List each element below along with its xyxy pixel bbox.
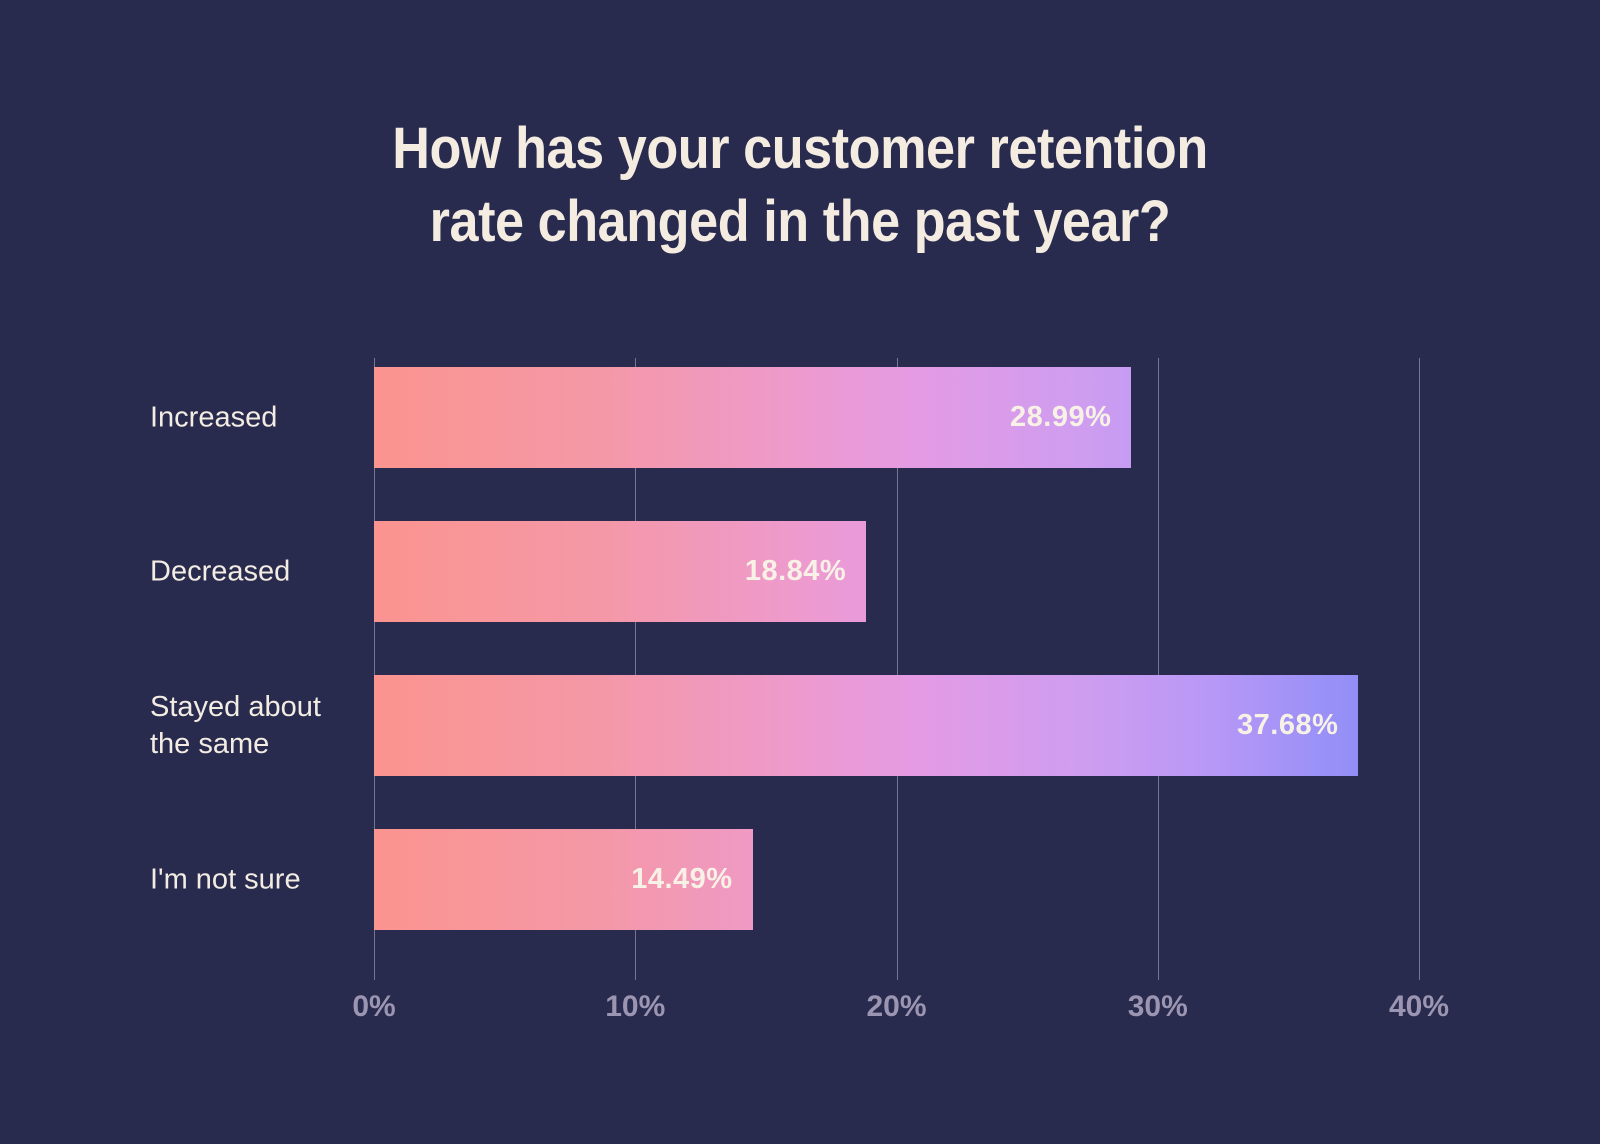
category-label-2: Stayed about the same bbox=[150, 690, 321, 760]
bar-chart-plot-area: 28.99% 18.84% 37.68% 14.49% 0% 10% 20% 30% 40% bbox=[352, 358, 1449, 1023]
x-tick-label-0pct: 0% bbox=[352, 990, 396, 1023]
chart-title-line-2: rate changed in the past year? bbox=[429, 189, 1171, 254]
bar-3: 14.49% bbox=[374, 829, 753, 930]
bar-fill-gradient bbox=[374, 367, 1132, 468]
chart-title-line-1: How has your customer retention bbox=[392, 116, 1208, 181]
bar-value-label: 14.49% bbox=[631, 863, 733, 895]
category-label-1: Decreased bbox=[150, 555, 291, 587]
gridline-20 bbox=[896, 358, 898, 980]
gridline-10 bbox=[635, 358, 637, 980]
x-tick-label-10pct: 10% bbox=[605, 990, 666, 1023]
x-tick-label-30pct: 30% bbox=[1127, 990, 1188, 1023]
bar-value-label: 28.99% bbox=[1010, 401, 1112, 433]
chart-title: How has your customer retention rate cha… bbox=[80, 112, 1520, 258]
x-tick-label-20pct: 20% bbox=[866, 990, 927, 1023]
bar-fill-gradient bbox=[374, 521, 867, 622]
category-label-0: Increased bbox=[150, 401, 278, 433]
gridline-40 bbox=[1419, 358, 1420, 980]
bar-0: 28.99% bbox=[374, 367, 1132, 468]
bar-2: 37.68% bbox=[374, 675, 1359, 776]
bar-value-label: 18.84% bbox=[744, 555, 847, 587]
category-label-3: I'm not sure bbox=[150, 863, 301, 895]
x-tick-label-40pct: 40% bbox=[1388, 990, 1450, 1023]
gridline-0 bbox=[374, 358, 375, 980]
bar-fill-gradient bbox=[374, 675, 1359, 776]
bar-1: 18.84% bbox=[374, 521, 867, 622]
bar-fill-gradient bbox=[374, 829, 753, 930]
gridline-30 bbox=[1157, 358, 1159, 980]
bar-value-label: 37.68% bbox=[1237, 709, 1339, 741]
